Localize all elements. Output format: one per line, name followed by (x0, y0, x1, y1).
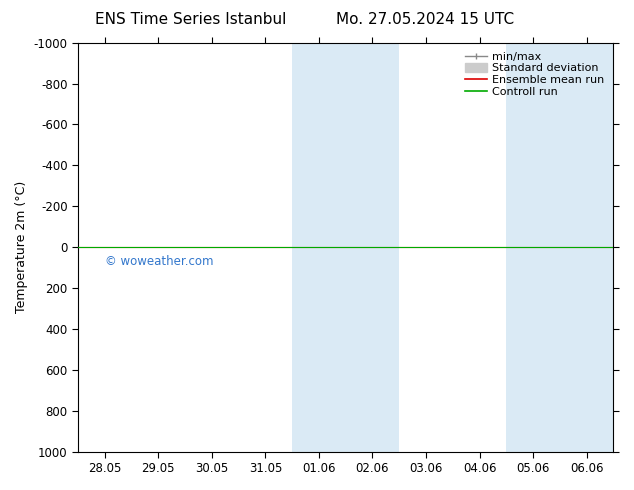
Text: Mo. 27.05.2024 15 UTC: Mo. 27.05.2024 15 UTC (336, 12, 514, 27)
Bar (507, 43, 614, 452)
Text: ENS Time Series Istanbul: ENS Time Series Istanbul (94, 12, 286, 27)
Bar (292, 43, 399, 452)
Text: © woweather.com: © woweather.com (105, 255, 213, 268)
Legend: min/max, Standard deviation, Ensemble mean run, Controll run: min/max, Standard deviation, Ensemble me… (461, 48, 608, 100)
Y-axis label: Temperature 2m (°C): Temperature 2m (°C) (15, 181, 28, 313)
